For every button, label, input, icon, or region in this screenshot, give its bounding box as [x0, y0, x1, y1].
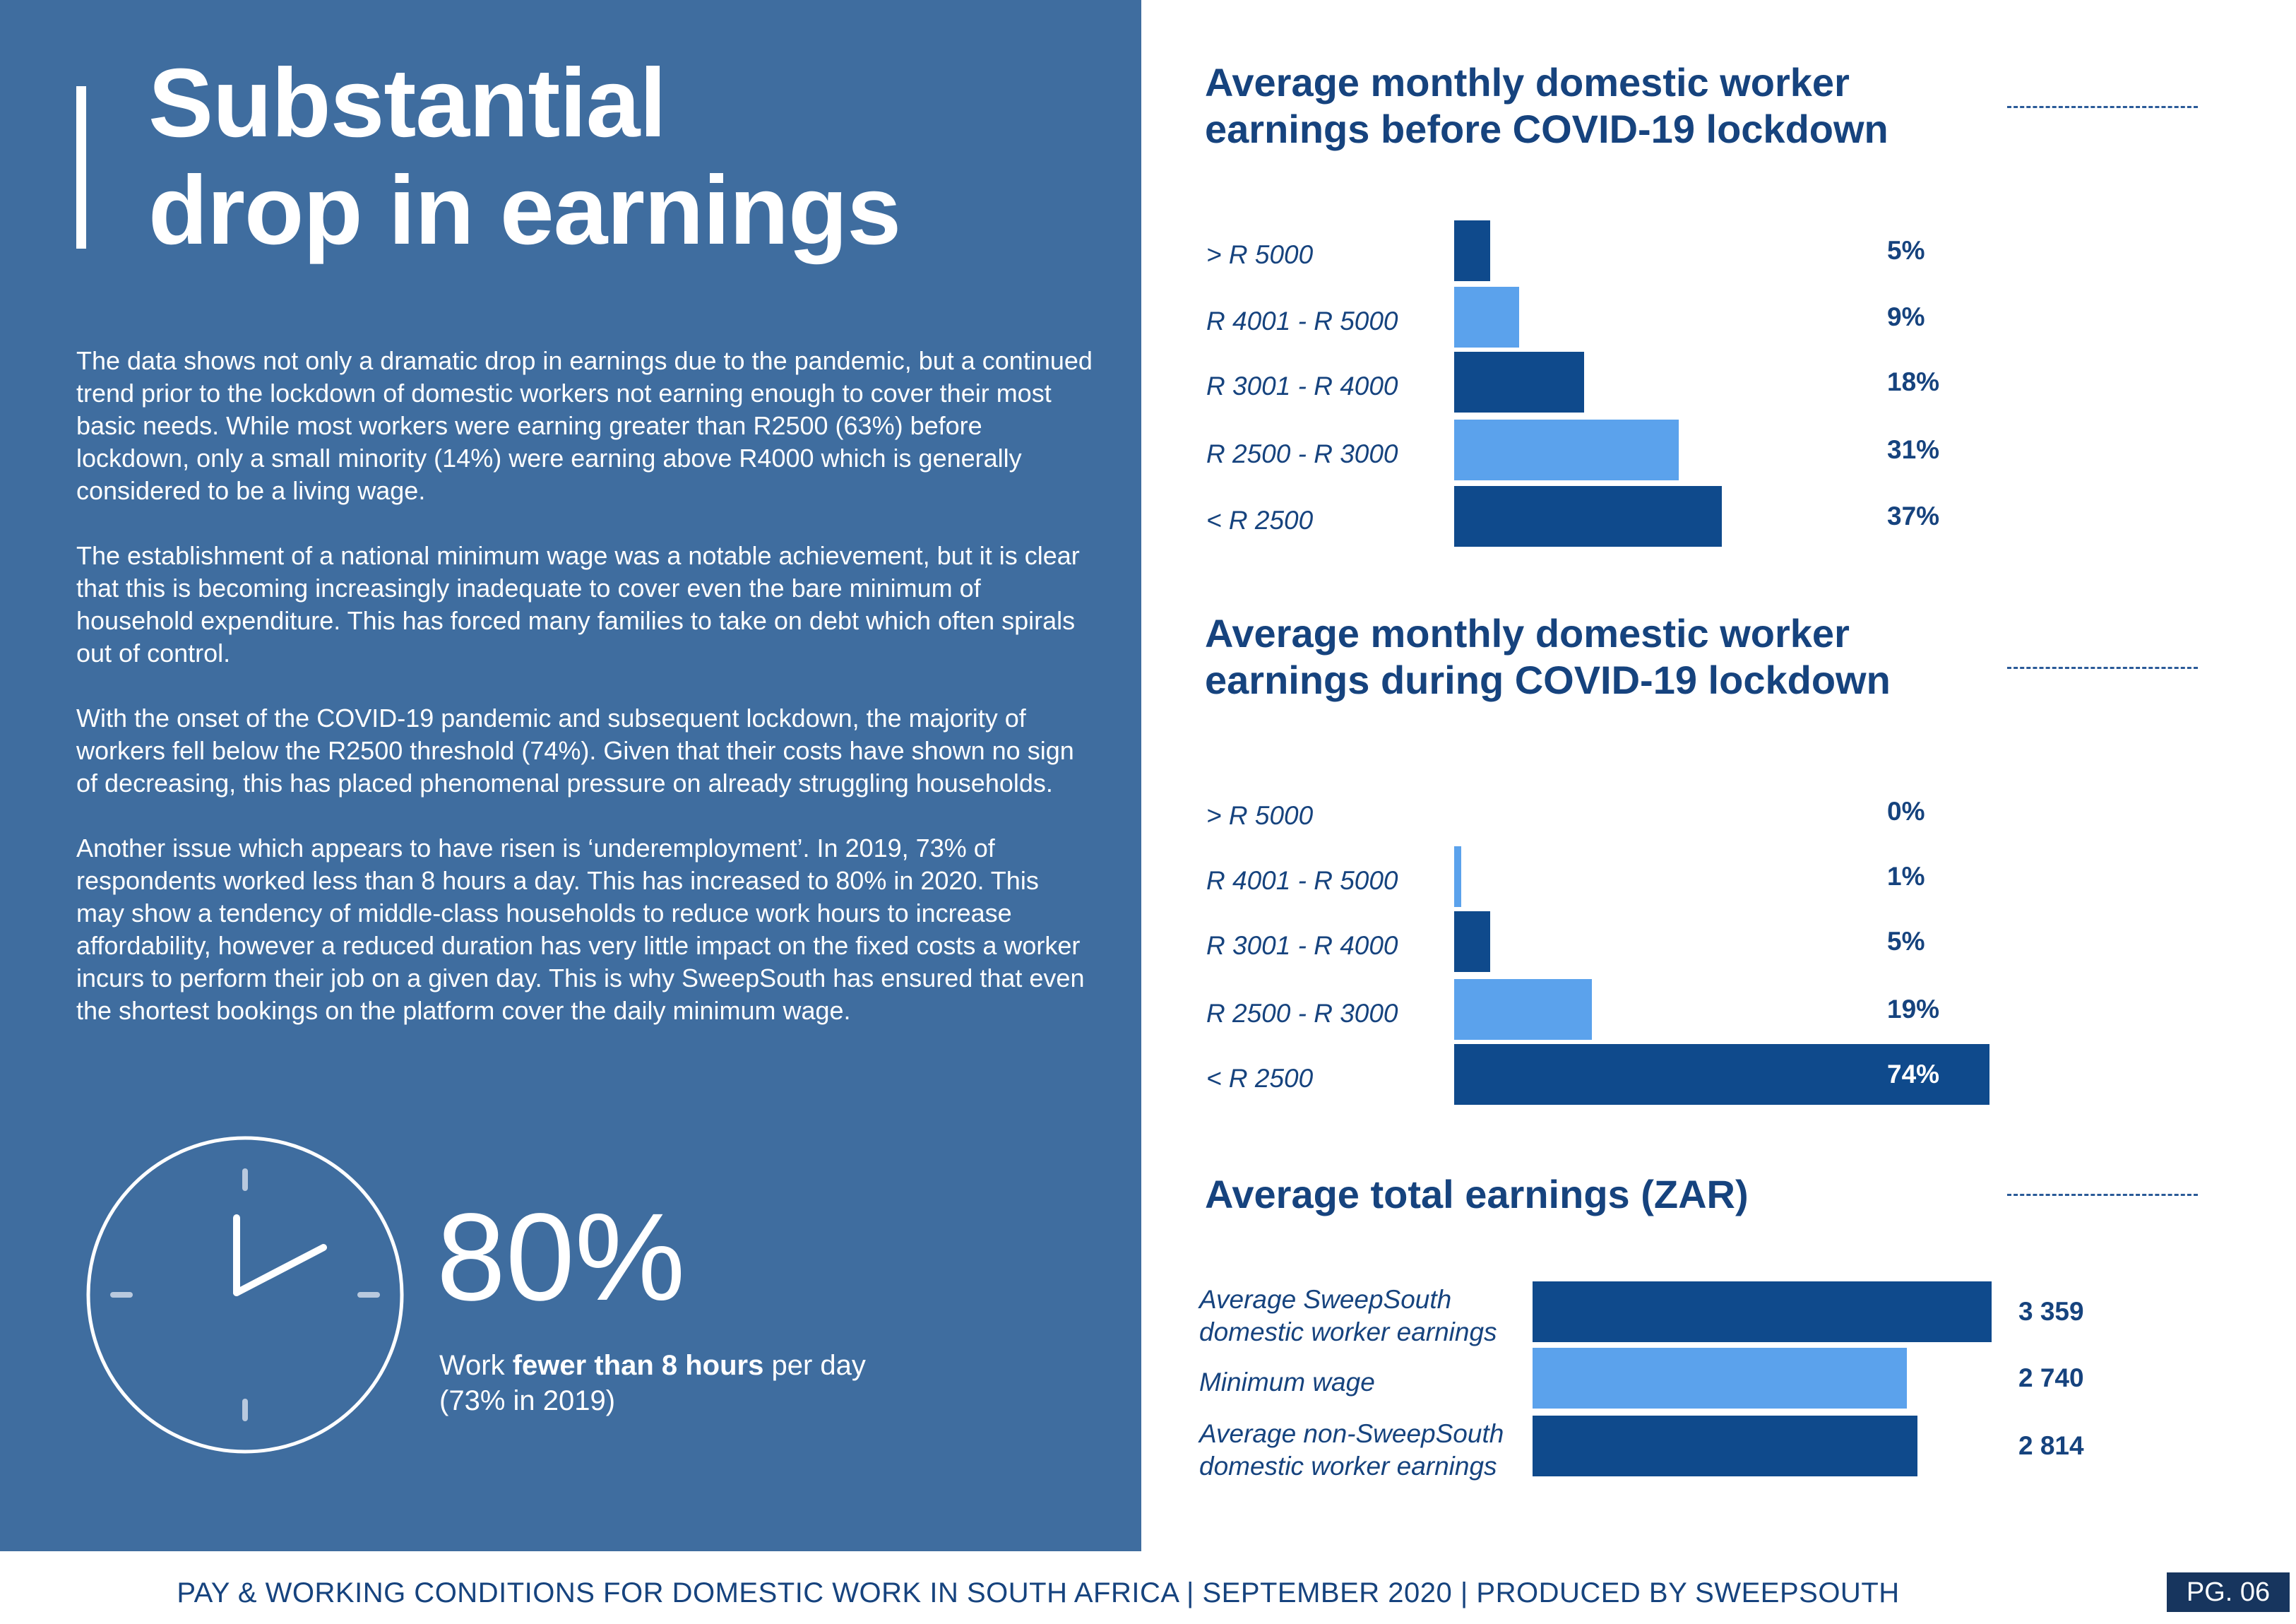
category-label-line: domestic worker earnings — [1199, 1452, 1497, 1481]
chart-title-line-1: Average monthly domestic worker — [1205, 60, 1850, 105]
title-line-2: drop in earnings — [148, 156, 901, 265]
value-label: 0% — [1887, 797, 1925, 826]
category-label: R 4001 - R 5000 — [1206, 305, 1398, 338]
category-label-line: < R 2500 — [1206, 506, 1314, 535]
category-label: R 2500 - R 3000 — [1206, 997, 1398, 1030]
chart-bar — [1454, 420, 1679, 480]
chart-bar — [1533, 1348, 1908, 1409]
value-label: 9% — [1887, 302, 1925, 331]
chart-title-before: Average monthly domestic worker earnings… — [1205, 59, 2017, 153]
category-label-line: Average SweepSouth — [1199, 1285, 1452, 1314]
chart-title-line-2: earnings before COVID-19 lockdown — [1205, 107, 1888, 151]
chart-title-line-1: Average total earnings (ZAR) — [1205, 1172, 1749, 1216]
category-label-line: R 3001 - R 4000 — [1206, 372, 1398, 401]
category-label-line: domestic worker earnings — [1199, 1317, 1497, 1346]
category-label-line: Average non-SweepSouth — [1199, 1419, 1504, 1448]
category-label: Average SweepSouth domestic worker earnin… — [1199, 1284, 1497, 1349]
dashed-divider — [2007, 106, 2198, 108]
category-label-line: R 2500 - R 3000 — [1206, 999, 1398, 1028]
value-label: 5% — [1887, 236, 1925, 265]
chart-bar — [1454, 1044, 1989, 1105]
chart-bar — [1454, 220, 1491, 281]
chart-bar — [1454, 486, 1722, 547]
clock-icon — [86, 1136, 404, 1454]
category-label-line: > R 5000 — [1206, 801, 1314, 830]
dashed-divider — [2007, 1194, 2198, 1196]
chart-title-line-1: Average monthly domestic worker — [1205, 611, 1850, 656]
category-label: R 4001 - R 5000 — [1206, 865, 1398, 897]
value-label: 31% — [1887, 435, 1940, 464]
category-label: R 3001 - R 4000 — [1206, 930, 1398, 962]
chart-title-line-2: earnings during COVID-19 lockdown — [1205, 658, 1891, 702]
dashed-divider — [2007, 667, 2198, 669]
page-number-badge: PG. 06 — [2167, 1572, 2290, 1612]
category-label-line: > R 5000 — [1206, 240, 1314, 269]
category-label: > R 5000 — [1206, 239, 1313, 271]
value-label: 2 740 — [2018, 1363, 2084, 1392]
title-accent-bar — [76, 86, 86, 249]
footer: PAY & WORKING CONDITIONS FOR DOMESTIC WO… — [177, 1577, 1900, 1608]
category-label: Average non-SweepSouth domestic worker ea… — [1199, 1418, 1504, 1483]
paragraph: Another issue which appears to have rise… — [76, 834, 1085, 1025]
category-label-line: R 4001 - R 5000 — [1206, 866, 1398, 895]
value-label: 2 814 — [2018, 1431, 2084, 1460]
title-line-1: Substantial — [148, 49, 667, 158]
chart-title-total: Average total earnings (ZAR) — [1205, 1171, 2017, 1218]
category-label: < R 2500 — [1206, 504, 1313, 537]
paragraph: The establishment of a national minimum … — [76, 541, 1080, 668]
chart-bar — [1454, 911, 1491, 972]
category-label-line: R 2500 - R 3000 — [1206, 439, 1398, 468]
category-label: R 3001 - R 4000 — [1206, 370, 1398, 403]
stat-value: 80% — [436, 1188, 686, 1327]
category-label: R 2500 - R 3000 — [1206, 438, 1398, 470]
category-label-line: R 3001 - R 4000 — [1206, 931, 1398, 960]
category-label-line: Minimum wage — [1199, 1368, 1375, 1397]
category-label: < R 2500 — [1206, 1062, 1313, 1095]
category-label: Minimum wage — [1199, 1366, 1375, 1399]
chart-bar — [1533, 1281, 1992, 1342]
paragraph: With the onset of the COVID-19 pandemic … — [76, 704, 1074, 798]
chart-bar — [1454, 846, 1462, 907]
value-label: 18% — [1887, 367, 1940, 396]
stat-caption-bold: fewer than 8 hours — [512, 1350, 764, 1381]
body-text: The data shows not only a dramatic drop … — [76, 345, 1093, 1060]
value-label: 5% — [1887, 927, 1925, 956]
category-label: > R 5000 — [1206, 800, 1313, 832]
stat-caption-suffix: per day — [763, 1350, 866, 1381]
value-label: 3 359 — [2018, 1297, 2084, 1326]
stat-caption-prefix: Work — [439, 1350, 513, 1381]
value-label: 74% — [1887, 1060, 1940, 1089]
chart-bar — [1533, 1416, 1917, 1476]
category-label-line: < R 2500 — [1206, 1064, 1314, 1093]
value-label: 19% — [1887, 995, 1940, 1024]
paragraph: The data shows not only a dramatic drop … — [76, 346, 1093, 505]
page-title: Substantial drop in earnings — [148, 49, 1102, 264]
chart-bar — [1454, 352, 1585, 413]
stat-caption: Work fewer than 8 hours per day (73% in … — [439, 1348, 1004, 1418]
chart-bar — [1454, 287, 1520, 348]
chart-bar — [1454, 979, 1592, 1040]
left-panel: Substantial drop in earnings The data sh… — [0, 0, 1141, 1551]
stat-caption-line-2: (73% in 2019) — [439, 1385, 616, 1416]
value-label: 1% — [1887, 862, 1925, 891]
value-label: 37% — [1887, 502, 1940, 531]
category-label-line: R 4001 - R 5000 — [1206, 307, 1398, 336]
chart-title-during: Average monthly domestic worker earnings… — [1205, 610, 2017, 704]
